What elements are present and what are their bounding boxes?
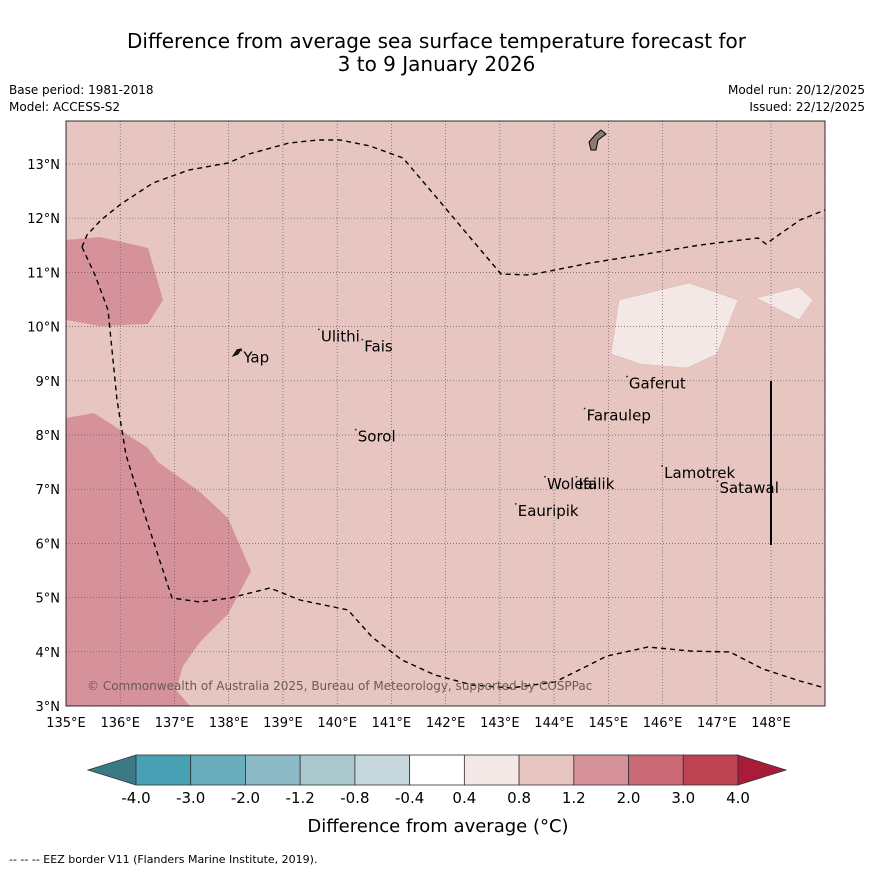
latitude-axis: 13°N 12°N 11°N 10°N 9°N 8°N 7°N 6°N 5°N 4°N 3°N <box>27 158 60 715</box>
place-label: Eauripik <box>518 502 579 520</box>
latitude-tick-label: 9°N <box>36 375 61 390</box>
place-marker <box>240 349 243 352</box>
yap-island-shape <box>231 348 243 358</box>
model-name: Model: ACCESS-S2 <box>9 100 121 114</box>
place-marker <box>361 338 364 341</box>
place-marker <box>514 502 517 505</box>
colorbar-tick-label: -0.4 <box>395 789 424 807</box>
place-marker <box>544 475 546 478</box>
neutral-anomaly-region-east <box>610 282 739 369</box>
longitude-tick-label: 146°E <box>643 716 683 731</box>
warm-anomaly-region-north <box>66 237 163 326</box>
latitude-tick-label: 5°N <box>36 592 61 607</box>
latitude-tick-label: 3°N <box>36 700 61 715</box>
longitude-tick-label: 138°E <box>209 716 249 731</box>
eez-border-north <box>81 139 825 276</box>
guam-island-shape <box>588 129 607 151</box>
colorbar-tick-label: 0.4 <box>452 789 476 807</box>
colorbar-bin <box>354 754 411 786</box>
place-label: Woleai <box>547 475 597 493</box>
colorbar-bin <box>682 754 739 786</box>
map-frame <box>65 120 826 707</box>
longitude-tick-label: 142°E <box>426 716 466 731</box>
colorbar-tick-label: 2.0 <box>617 789 641 807</box>
place-label: Satawal <box>719 479 778 497</box>
place-marker <box>661 465 664 467</box>
latitude-tick-label: 12°N <box>27 212 60 227</box>
colorbar-bin <box>409 754 465 786</box>
latitude-tick-label: 7°N <box>36 483 61 498</box>
colorbar-tick-label: -1.2 <box>286 789 315 807</box>
title-line-2: 3 to 9 January 2026 <box>337 52 536 76</box>
place-label: Sorol <box>358 428 396 446</box>
place-marker <box>575 475 578 478</box>
place-label: Ulithi <box>321 327 360 345</box>
longitude-tick-label: 147°E <box>697 716 737 731</box>
place-marker <box>317 328 320 331</box>
copyright-text: © Commonwealth of Australia 2025, Bureau… <box>87 679 592 693</box>
warm-anomaly-region-south <box>66 413 251 706</box>
graticule <box>66 121 825 706</box>
longitude-tick-label: 145°E <box>589 716 629 731</box>
colorbar-tick-label: -4.0 <box>121 789 150 807</box>
latitude-tick-label: 6°N <box>36 537 61 552</box>
colorbar-bin <box>463 754 520 786</box>
latitude-tick-label: 13°N <box>27 158 60 173</box>
colorbar-tick-label: -3.0 <box>176 789 205 807</box>
colorbar <box>86 754 788 786</box>
latitude-tick-label: 11°N <box>27 266 60 281</box>
colorbar-tick-label: 4.0 <box>726 789 750 807</box>
longitude-axis: 135°E 136°E 137°E 138°E 139°E 140°E 141°E 142°E… <box>46 716 791 731</box>
place-label: Yap <box>242 348 269 366</box>
longitude-tick-label: 137°E <box>155 716 195 731</box>
place-label: Faraulep <box>587 406 651 424</box>
colorbar-bin <box>573 754 629 786</box>
place-marker <box>354 428 357 431</box>
latitude-tick-label: 10°N <box>27 321 60 336</box>
eez-border-legend: -- -- -- EEZ border V11 (Flanders Marine… <box>9 853 318 866</box>
longitude-tick-label: 136°E <box>100 716 140 731</box>
place-label: Lamotrek <box>664 464 735 482</box>
colorbar-tick-label: 1.2 <box>562 789 586 807</box>
longitude-tick-label: 148°E <box>751 716 791 731</box>
longitude-tick-label: 143°E <box>480 716 520 731</box>
longitude-tick-label: 144°E <box>534 716 574 731</box>
colorbar-bin <box>245 754 301 786</box>
colorbar-bin <box>299 754 356 786</box>
place-label: Ifalik <box>578 475 614 493</box>
longitude-tick-label: 141°E <box>372 716 412 731</box>
colorbar-low-extend <box>86 754 137 786</box>
colorbar-bin <box>135 754 192 786</box>
longitude-tick-label: 140°E <box>317 716 357 731</box>
place-label: Gaferut <box>629 375 686 393</box>
issued-date: Issued: 22/12/2025 <box>749 100 865 114</box>
place-marker <box>716 480 719 483</box>
latitude-tick-label: 4°N <box>36 646 61 661</box>
base-period: Base period: 1981-2018 <box>9 83 154 97</box>
title-line-1: Difference from average sea surface temp… <box>126 29 746 53</box>
colorbar-tick-label: 0.8 <box>507 789 531 807</box>
colorbar-high-extend <box>737 754 788 786</box>
colorbar-tick-label: -2.0 <box>231 789 260 807</box>
colorbar-title: Difference from average (°C) <box>307 816 568 837</box>
neutral-anomaly-region-far-east <box>755 286 814 321</box>
longitude-tick-label: 135°E <box>46 716 86 731</box>
place-label: Fais <box>364 338 393 356</box>
place-marker <box>583 407 586 410</box>
colorbar-bin <box>190 754 246 786</box>
place-marker <box>626 375 628 378</box>
colorbar-tick-labels: -4.0 -3.0 -2.0 -1.2 -0.8 -0.4 0.4 0.8 1.2 2.0 3.0 4… <box>121 789 750 807</box>
colorbar-bin <box>518 754 575 786</box>
longitude-tick-label: 139°E <box>263 716 303 731</box>
colorbar-tick-label: 3.0 <box>671 789 695 807</box>
model-run: Model run: 20/12/2025 <box>727 83 865 97</box>
latitude-tick-label: 8°N <box>36 429 61 444</box>
colorbar-bin <box>628 754 684 786</box>
colorbar-tick-label: -0.8 <box>340 789 369 807</box>
